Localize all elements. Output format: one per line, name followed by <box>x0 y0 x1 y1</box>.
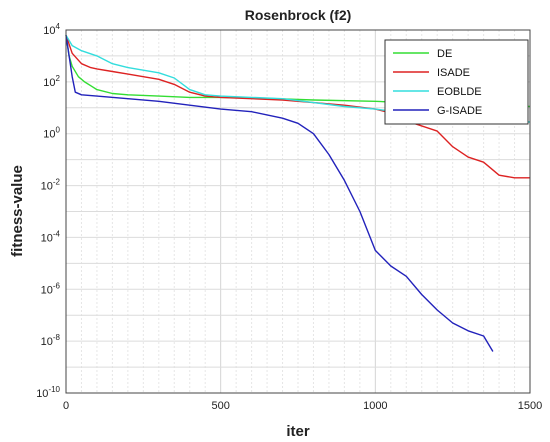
y-tick-label: 10-6 <box>41 281 61 296</box>
series-line-isade <box>65 34 530 179</box>
legend-label: EOBLDE <box>437 86 482 98</box>
x-tick-labels: 0 500 1000 1500 <box>63 400 542 412</box>
y-tick-label: 10-10 <box>36 385 60 400</box>
y-tick-label: 10-4 <box>41 229 61 244</box>
legend: DE ISADE EOBLDE G-ISADE <box>384 39 529 125</box>
legend-label: DE <box>437 48 452 60</box>
y-tick-label: 104 <box>43 22 60 37</box>
chart-title: Rosenbrock (f2) <box>245 7 352 23</box>
plot-frame <box>65 29 531 394</box>
y-tick-label: 10-8 <box>41 333 61 348</box>
x-tick-label: 0 <box>63 400 69 412</box>
x-axis-label: iter <box>286 423 310 440</box>
y-tick-label: 10-2 <box>41 178 61 193</box>
legend-label: G-ISADE <box>437 105 482 117</box>
x-tick-label: 1000 <box>363 400 387 412</box>
y-tick-label: 100 <box>43 126 60 141</box>
series-line-g-isade <box>65 35 494 352</box>
x-tick-label: 1500 <box>518 400 542 412</box>
y-tick-labels: 104 102 100 10-2 10-4 10-6 10-8 10-10 <box>36 22 60 400</box>
x-tick-label: 500 <box>211 400 229 412</box>
y-axis-label: fitness-value <box>9 165 26 257</box>
legend-label: ISADE <box>437 67 470 79</box>
y-tick-label: 102 <box>43 74 60 89</box>
